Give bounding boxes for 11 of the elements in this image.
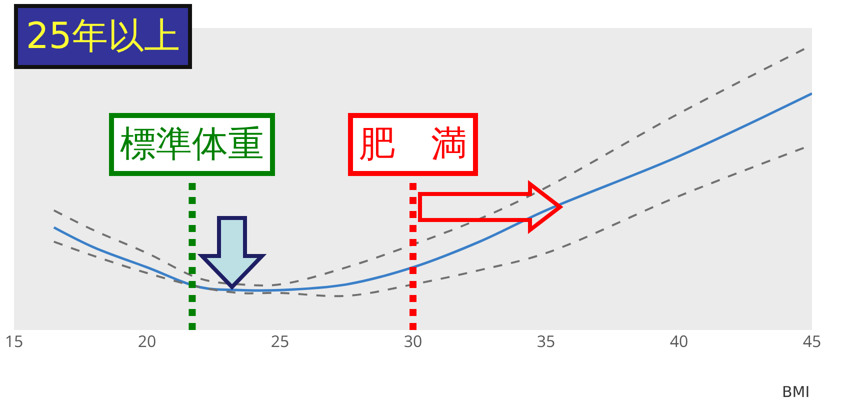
x-tick-label: 25 bbox=[270, 330, 290, 352]
x-tick-label: 45 bbox=[802, 330, 822, 352]
x-tick-label: 15 bbox=[4, 330, 24, 352]
chart-title: 25年以上 bbox=[26, 16, 180, 57]
ref-line-label: 標準体重 bbox=[120, 124, 264, 165]
x-axis-title: BMI bbox=[782, 383, 810, 401]
x-tick-label: 20 bbox=[138, 330, 156, 352]
x-tick-label: 40 bbox=[670, 330, 688, 352]
x-tick-label: 35 bbox=[536, 330, 556, 352]
ref-line-label: 肥 満 bbox=[359, 124, 467, 165]
x-tick-label: 30 bbox=[404, 330, 422, 352]
